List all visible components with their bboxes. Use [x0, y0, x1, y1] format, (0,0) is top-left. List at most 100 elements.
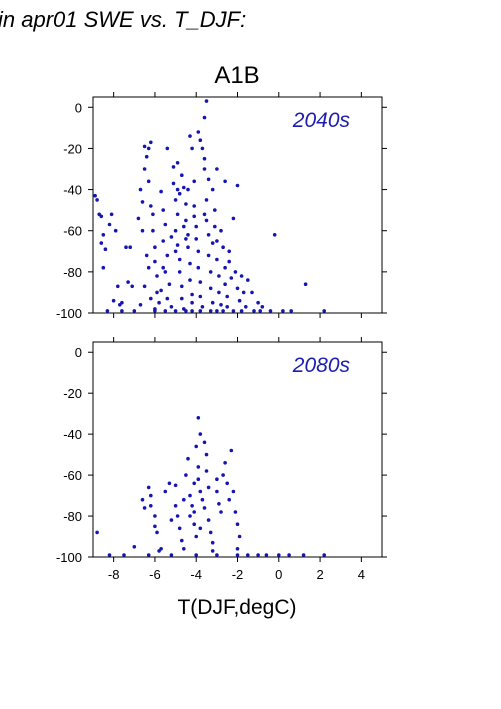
data-point [256, 553, 260, 557]
data-point [225, 294, 229, 299]
data-point [99, 214, 104, 219]
data-point [198, 309, 203, 313]
data-point [268, 309, 273, 313]
data-point [198, 138, 203, 142]
data-point [217, 274, 221, 278]
data-point [107, 222, 112, 227]
data-point [122, 553, 126, 557]
data-point [171, 165, 176, 169]
data-point [167, 481, 172, 486]
data-point [182, 497, 186, 502]
data-point [194, 237, 198, 241]
data-point [120, 300, 124, 305]
panel-period-label: 2040s [292, 109, 351, 132]
data-point [149, 140, 153, 145]
data-point [200, 146, 205, 151]
data-point [215, 309, 219, 313]
data-point [194, 444, 198, 449]
data-point [202, 506, 207, 510]
data-point [93, 193, 97, 198]
data-point [192, 510, 196, 514]
data-point [173, 228, 178, 233]
data-point [95, 530, 99, 535]
data-point [237, 298, 242, 303]
data-point [138, 303, 143, 307]
data-point [192, 481, 196, 486]
data-point [206, 485, 211, 490]
data-point [175, 243, 180, 247]
data-point [289, 309, 294, 313]
data-point [173, 504, 178, 508]
x-tick-label: -6 [149, 567, 161, 582]
data-point [182, 185, 186, 190]
data-point [165, 296, 170, 301]
data-point [256, 300, 260, 305]
data-point [167, 282, 172, 287]
data-point [225, 481, 229, 486]
data-point [130, 284, 134, 289]
data-point [198, 489, 203, 494]
data-point [272, 233, 277, 237]
data-point [215, 489, 219, 494]
data-point [208, 309, 213, 313]
data-point [206, 233, 211, 237]
data-point [175, 514, 180, 518]
data-point [109, 212, 114, 217]
data-point [180, 284, 184, 289]
data-point [163, 489, 168, 494]
data-point [192, 522, 196, 526]
data-point [204, 218, 209, 223]
data-point [244, 305, 248, 309]
data-point [169, 553, 174, 557]
data-point [161, 265, 165, 270]
data-point [202, 115, 207, 120]
data-point [231, 216, 236, 221]
data-point [196, 130, 201, 134]
data-point [194, 553, 198, 557]
panel-period-label: 2080s [292, 354, 351, 377]
data-point [198, 294, 203, 299]
data-point [169, 518, 174, 522]
x-tick-label: 4 [358, 567, 365, 582]
data-point [169, 235, 174, 239]
data-point [264, 553, 269, 557]
data-point [128, 245, 132, 249]
data-point [180, 296, 184, 301]
data-point [188, 493, 192, 498]
data-point [155, 290, 159, 295]
data-point [223, 179, 227, 184]
data-point [233, 510, 238, 514]
data-point [208, 270, 213, 274]
data-point [206, 177, 211, 182]
x-tick-label: 2 [316, 567, 323, 582]
data-point [190, 146, 194, 151]
x-axis-label: T(DJF,degC) [177, 596, 296, 619]
data-point [210, 187, 215, 192]
data-point [196, 265, 201, 270]
data-point [144, 154, 149, 159]
y-tick-label: -40 [63, 183, 82, 198]
data-point [200, 497, 205, 502]
data-point [159, 189, 163, 194]
data-point [184, 202, 188, 206]
data-point [120, 309, 124, 313]
data-point [186, 456, 190, 461]
data-point [202, 212, 207, 217]
data-point [239, 309, 244, 313]
data-point [169, 305, 174, 309]
data-point [184, 218, 188, 223]
y-tick-label: 0 [75, 345, 82, 360]
data-point [177, 526, 182, 531]
data-point [161, 239, 165, 243]
data-point [165, 253, 170, 258]
data-point [165, 146, 170, 151]
data-point [219, 228, 223, 233]
data-point [177, 257, 182, 262]
data-point [192, 179, 196, 184]
data-point [142, 144, 147, 149]
data-point [227, 497, 231, 502]
y-tick-label: -60 [63, 468, 82, 483]
y-tick-label: -80 [63, 509, 82, 524]
data-point [250, 290, 254, 295]
